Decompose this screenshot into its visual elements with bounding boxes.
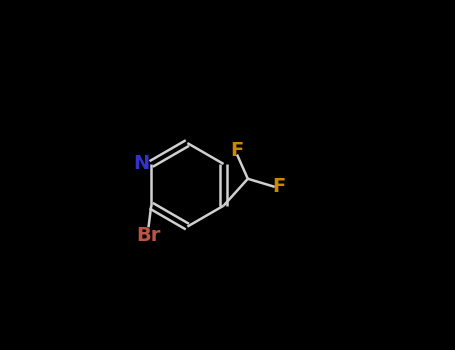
Text: N: N bbox=[133, 154, 149, 174]
Text: F: F bbox=[272, 177, 285, 196]
Text: Br: Br bbox=[136, 226, 161, 245]
Text: F: F bbox=[230, 141, 243, 160]
